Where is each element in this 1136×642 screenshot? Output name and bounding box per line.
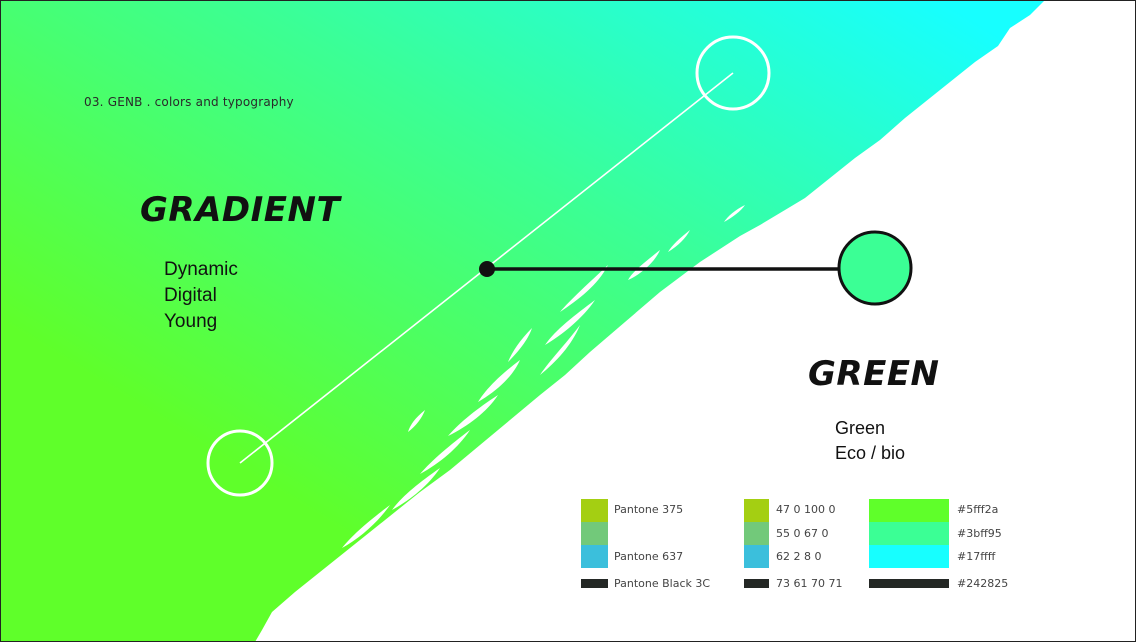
keyword-green: Green — [835, 418, 886, 438]
green-heading: GREEN — [808, 354, 940, 394]
swatch-cmyk-2 — [744, 522, 769, 545]
gradient-keywords: Dynamic Digital Young — [164, 257, 238, 335]
slide-subtitle: 03. GENB . colors and typography — [84, 95, 294, 109]
swatch-pantone-637 — [581, 545, 608, 568]
swatch-pantone-mid — [581, 522, 608, 545]
pantone-375-label: Pantone 375 — [614, 503, 684, 516]
gradient-start-circle — [206, 429, 274, 497]
swatch-hex-242825 — [869, 579, 949, 588]
swatch-cmyk-4 — [744, 579, 769, 588]
keyword-young: Young — [164, 311, 218, 332]
green-sample-circle — [837, 230, 913, 306]
keyword-dynamic: Dynamic — [164, 259, 238, 280]
hex-1-label: #5fff2a — [957, 503, 999, 516]
pantone-637-label: Pantone 637 — [614, 550, 684, 563]
gradient-heading: GRADIENT — [140, 190, 341, 230]
pantone-black-label: Pantone Black 3C — [614, 577, 711, 590]
cmyk-1-label: 47 0 100 0 — [776, 503, 836, 516]
swatch-pantone-black — [581, 579, 608, 588]
green-keywords: Green Eco / bio — [835, 416, 905, 466]
cmyk-4-label: 73 61 70 71 — [776, 577, 843, 590]
keyword-digital: Digital — [164, 285, 217, 306]
hex-4-label: #242825 — [957, 577, 1009, 590]
swatch-hex-17ffff — [869, 545, 949, 568]
swatch-pantone-375 — [581, 499, 608, 522]
swatch-cmyk-1 — [744, 499, 769, 522]
swatch-hex-5fff2a — [869, 499, 949, 522]
keyword-eco-bio: Eco / bio — [835, 443, 906, 463]
hex-3-label: #17ffff — [957, 550, 996, 563]
cmyk-3-label: 62 2 8 0 — [776, 550, 822, 563]
cmyk-2-label: 55 0 67 0 — [776, 527, 829, 540]
hex-2-label: #3bff95 — [957, 527, 1002, 540]
pointer-dot — [479, 261, 495, 277]
gradient-end-circle — [695, 35, 771, 111]
swatch-cmyk-3 — [744, 545, 769, 568]
swatch-hex-3bff95 — [869, 522, 949, 545]
